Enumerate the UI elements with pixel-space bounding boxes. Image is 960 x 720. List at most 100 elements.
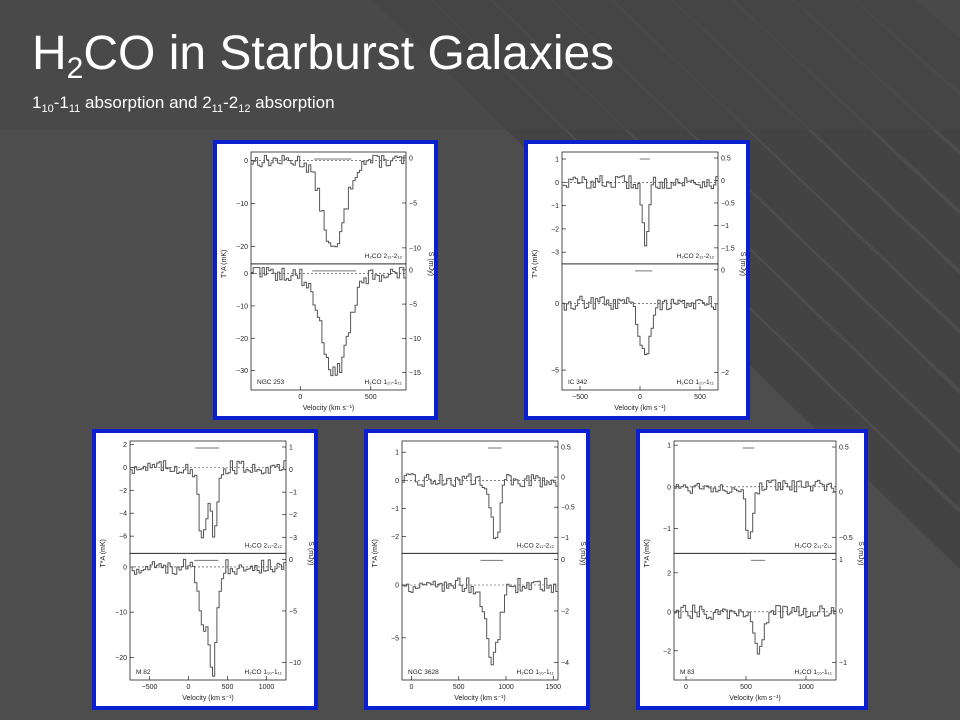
y-tick-label-right: −10	[409, 336, 421, 343]
y-axis-label-left: T*A (mK)	[372, 539, 379, 567]
transition-label: H₂CO 1₁₀-1₁₁	[245, 669, 283, 676]
x-axis-label: Velocity (km s⁻¹)	[182, 695, 234, 702]
y-tick-label-right: −1	[289, 490, 297, 497]
axes-frame	[401, 552, 559, 681]
top-subplot: 0 −10 −20 0 −5 −10 H₂CO 2₁₁-2₁₂	[236, 151, 421, 265]
spectrum-chart: 1 0 −1 −2 −3 0.5 0 −0.5 −1 −1.5 H₂CO 2₁₁-2₁₂ 0 −5 0 −2…	[532, 151, 746, 412]
y-tick-label-right: 0	[561, 475, 565, 482]
subtitle-text: 1	[32, 93, 42, 112]
spectrum-chart: 2 0 −2 −4 −6 1 0 −1 −2 −3 H₂CO 2₁₁-2₁₂ 0 −10 −20 0 −5 −1…	[100, 440, 314, 702]
y-tick-label-right: −1.5	[721, 245, 735, 252]
y-axis-label-right: S (mJy)	[857, 541, 864, 565]
y-tick-label-right: 0	[409, 156, 413, 163]
spectrum-line	[402, 473, 559, 540]
y-tick-label-right: 0	[289, 467, 293, 474]
axes-frame	[561, 263, 719, 391]
top-subplot: 1 0 −1 0.5 0 −0.5 H₂CO 2₁₁-2₁₂	[663, 440, 853, 554]
axes-frame	[673, 552, 837, 681]
transition-label: H₂CO 2₁₁-2₁₂	[365, 253, 403, 260]
y-tick-label-left: 0	[667, 484, 671, 491]
y-tick-label-right: 0	[409, 267, 413, 274]
transition-label: H₂CO 2₁₁-2₁₂	[677, 253, 715, 260]
x-axis-label: Velocity (km s⁻¹)	[729, 695, 781, 702]
y-tick-label-right: −2	[561, 608, 569, 615]
y-tick-label-right: −0.5	[561, 505, 575, 512]
y-tick-label-left: −10	[236, 201, 248, 208]
y-tick-label-left: −20	[236, 244, 248, 251]
y-tick-label-right: 0	[839, 608, 843, 615]
y-axis-label-right: S (mJy)	[307, 541, 314, 565]
spectrum-line	[251, 154, 407, 248]
x-tick-label: 0	[684, 684, 688, 691]
y-axis-label-left: T*A (mK)	[100, 539, 107, 567]
x-tick-label: 0	[410, 684, 414, 691]
x-tick-label: 0	[298, 394, 302, 401]
transition-label: H₂CO 2₁₁-2₁₂	[795, 542, 833, 549]
y-tick-label-right: −1	[561, 535, 569, 542]
title-rest: CO in Starburst Galaxies	[83, 27, 615, 80]
y-tick-label-right: −5	[409, 200, 417, 207]
transition-label: H₂CO 1₁₀-1₁₁	[365, 379, 403, 386]
spectrum-line	[562, 295, 719, 356]
x-tick-label: 1000	[798, 684, 814, 691]
y-tick-label-left: 0	[555, 301, 559, 308]
spectrum-panel-ic342: 1 0 −1 −2 −3 0.5 0 −0.5 −1 −1.5 H₂CO 2₁₁-2₁₂ 0 −5 0 −2…	[524, 140, 750, 420]
subtitle-subscript: 11	[211, 103, 224, 115]
y-tick-label-left: −2	[391, 534, 399, 541]
y-tick-label-left: 0	[395, 582, 399, 589]
x-axis-label: Velocity (km s⁻¹)	[303, 405, 355, 412]
y-tick-label-left: 0	[244, 271, 248, 278]
top-subplot: 2 0 −2 −4 −6 1 0 −1 −2 −3 H₂CO 2₁₁-2₁₂	[119, 440, 297, 554]
y-tick-label-right: 0	[289, 557, 293, 564]
y-tick-label-left: −10	[115, 610, 127, 617]
y-axis-label-right: S (mJy)	[739, 252, 746, 276]
x-tick-label: 1000	[259, 684, 275, 691]
galaxy-label: M 83	[680, 669, 695, 676]
y-tick-label-left: −2	[119, 488, 127, 495]
y-axis-label-right: S (mJy)	[579, 541, 586, 565]
y-tick-label-left: −5	[551, 368, 559, 375]
y-tick-label-right: 0	[721, 178, 725, 185]
subtitle-text: absorption	[250, 93, 335, 112]
transition-label: H₂CO 1₁₀-1₁₁	[795, 669, 833, 676]
x-tick-label: 500	[365, 394, 377, 401]
transition-label: H₂CO 1₁₀-1₁₁	[517, 669, 555, 676]
y-tick-label-left: −30	[236, 368, 248, 375]
axes-frame	[129, 552, 287, 681]
y-axis-label-right: S (mJy)	[427, 252, 434, 276]
y-tick-label-left: −1	[551, 203, 559, 210]
y-tick-label-left: −1	[663, 526, 671, 533]
axes-frame	[401, 440, 559, 554]
title-main: H	[32, 27, 67, 80]
y-tick-label-left: 0	[667, 609, 671, 616]
spectrum-line	[674, 604, 837, 655]
y-tick-label-left: 1	[395, 450, 399, 457]
y-tick-label-right: −2	[721, 370, 729, 377]
y-tick-label-left: −20	[115, 655, 127, 662]
top-subplot: 1 0 −1 −2 −3 0.5 0 −0.5 −1 −1.5 H₂CO 2₁₁-2₁₂	[551, 151, 735, 265]
subtitle-subscript: 12	[238, 103, 251, 115]
y-tick-label-left: 1	[667, 443, 671, 450]
y-tick-label-left: 0	[244, 158, 248, 165]
spectrum-line	[130, 460, 287, 539]
y-tick-label-right: 0.5	[721, 156, 731, 163]
subtitle-subscript: 10	[41, 103, 54, 115]
y-tick-label-right: 1	[839, 557, 843, 564]
y-tick-label-left: −5	[391, 635, 399, 642]
y-tick-label-right: −1	[721, 223, 729, 230]
spectrum-line	[674, 479, 837, 539]
y-tick-label-left: −1	[391, 506, 399, 513]
spectrum-panel-ngc253: 0 −10 −20 0 −5 −10 H₂CO 2₁₁-2₁₂ 0 −10 −20 −30 0 −5 −1…	[213, 140, 438, 420]
x-tick-label: −500	[142, 684, 158, 691]
y-tick-label-left: 2	[123, 442, 127, 449]
x-tick-label: 1500	[545, 684, 561, 691]
spectrum-chart: 1 0 −1 −2 0.5 0 −0.5 −1 H₂CO 2₁₁-2₁₂ 0 −5 0 −2 −4 H₂CO…	[372, 440, 586, 702]
subtitle-text: absorption and 2	[80, 93, 212, 112]
x-tick-label: 500	[453, 684, 465, 691]
galaxy-label: NGC 3628	[408, 669, 439, 676]
x-tick-label: 0	[187, 684, 191, 691]
spectrum-panel-ngc3628: 1 0 −1 −2 0.5 0 −0.5 −1 H₂CO 2₁₁-2₁₂ 0 −5 0 −2 −4 H₂CO…	[364, 429, 590, 710]
transition-label: H₂CO 2₁₁-2₁₂	[245, 542, 283, 549]
y-tick-label-left: 0	[123, 564, 127, 571]
x-tick-label: 500	[740, 684, 752, 691]
